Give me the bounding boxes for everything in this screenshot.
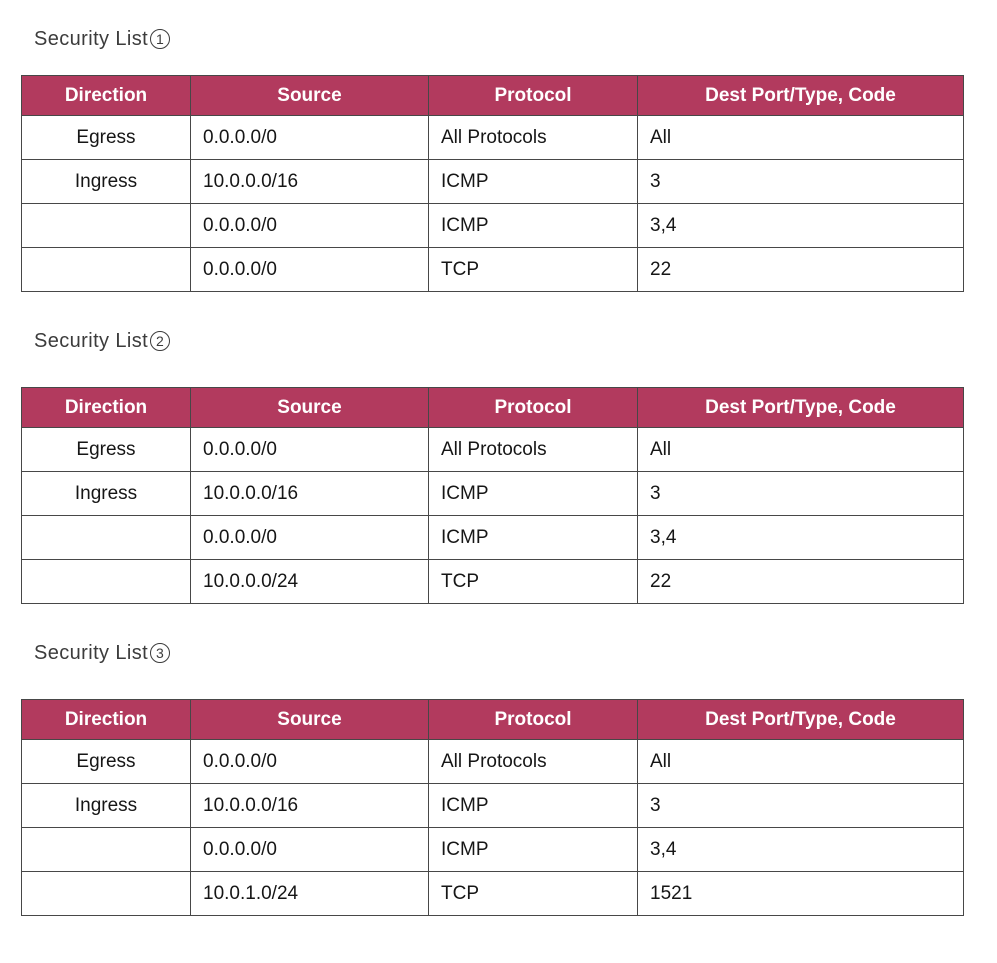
cell-protocol: TCP — [428, 247, 638, 292]
cell-direction: Egress — [21, 739, 191, 784]
header-row: Direction Source Protocol Dest Port/Type, C… — [21, 699, 964, 740]
cell-direction — [21, 827, 191, 872]
table-title: Security List 2 — [34, 328, 997, 354]
cell-dest: 22 — [637, 247, 964, 292]
header-cell-direction: Direction — [21, 699, 191, 740]
table-row: Egress 0.0.0.0/0 All Protocols All — [21, 739, 964, 784]
cell-direction — [21, 559, 191, 604]
table-row: 0.0.0.0/0 ICMP 3,4 — [21, 515, 964, 560]
document-page: Security List 1 Direction Source Protocol Des… — [21, 26, 997, 916]
table-row: Ingress 10.0.0.0/16 ICMP 3 — [21, 783, 964, 828]
cell-source: 10.0.0.0/24 — [190, 559, 429, 604]
circled-number: 3 — [150, 643, 171, 663]
table-title-text: Security List — [34, 642, 149, 664]
circled-number: 1 — [150, 29, 171, 49]
table-row: Ingress 10.0.0.0/16 ICMP 3 — [21, 471, 964, 516]
cell-protocol: All Protocols — [428, 115, 638, 160]
security-list-table-3: Direction Source Protocol Dest Port/Type, C… — [21, 699, 964, 916]
cell-source: 0.0.0.0/0 — [190, 247, 429, 292]
table-row: 10.0.1.0/24 TCP 1521 — [21, 871, 964, 916]
cell-protocol: All Protocols — [428, 739, 638, 784]
header-cell-source: Source — [190, 699, 429, 740]
cell-direction: Ingress — [21, 471, 191, 516]
security-list-section-1: Security List 1 Direction Source Protocol Des… — [21, 26, 997, 292]
header-cell-dest: Dest Port/Type, Code — [637, 387, 964, 428]
cell-source: 10.0.0.0/16 — [190, 783, 429, 828]
table-title-text: Security List — [34, 28, 149, 50]
cell-protocol: TCP — [428, 871, 638, 916]
cell-dest: All — [637, 115, 964, 160]
cell-direction: Egress — [21, 115, 191, 160]
table-row: Egress 0.0.0.0/0 All Protocols All — [21, 427, 964, 472]
cell-dest: 3 — [637, 783, 964, 828]
cell-dest: 22 — [637, 559, 964, 604]
table-row: 0.0.0.0/0 TCP 22 — [21, 247, 964, 292]
table-row: 0.0.0.0/0 ICMP 3,4 — [21, 203, 964, 248]
cell-protocol: ICMP — [428, 203, 638, 248]
header-cell-direction: Direction — [21, 75, 191, 116]
cell-dest: 3,4 — [637, 515, 964, 560]
cell-direction: Egress — [21, 427, 191, 472]
security-list-table-1: Direction Source Protocol Dest Port/Type, C… — [21, 75, 964, 292]
cell-protocol: ICMP — [428, 471, 638, 516]
cell-source: 10.0.0.0/16 — [190, 159, 429, 204]
table-row: Ingress 10.0.0.0/16 ICMP 3 — [21, 159, 964, 204]
table-row: Egress 0.0.0.0/0 All Protocols All — [21, 115, 964, 160]
cell-source: 0.0.0.0/0 — [190, 115, 429, 160]
security-list-section-2: Security List 2 Direction Source Protocol Des… — [21, 328, 997, 604]
cell-dest: 3,4 — [637, 827, 964, 872]
header-cell-direction: Direction — [21, 387, 191, 428]
header-row: Direction Source Protocol Dest Port/Type, C… — [21, 387, 964, 428]
header-cell-source: Source — [190, 75, 429, 116]
table-row: 10.0.0.0/24 TCP 22 — [21, 559, 964, 604]
header-row: Direction Source Protocol Dest Port/Type, C… — [21, 75, 964, 116]
header-cell-dest: Dest Port/Type, Code — [637, 75, 964, 116]
cell-source: 0.0.0.0/0 — [190, 427, 429, 472]
cell-direction — [21, 247, 191, 292]
table-row: 0.0.0.0/0 ICMP 3,4 — [21, 827, 964, 872]
header-cell-protocol: Protocol — [428, 387, 638, 428]
cell-protocol: TCP — [428, 559, 638, 604]
cell-protocol: ICMP — [428, 515, 638, 560]
cell-dest: 1521 — [637, 871, 964, 916]
cell-source: 0.0.0.0/0 — [190, 739, 429, 784]
cell-dest: 3,4 — [637, 203, 964, 248]
cell-source: 0.0.0.0/0 — [190, 515, 429, 560]
cell-source: 10.0.0.0/16 — [190, 471, 429, 516]
table-title: Security List 1 — [34, 26, 997, 52]
cell-source: 0.0.0.0/0 — [190, 203, 429, 248]
cell-direction: Ingress — [21, 783, 191, 828]
cell-direction — [21, 871, 191, 916]
cell-dest: All — [637, 427, 964, 472]
header-cell-dest: Dest Port/Type, Code — [637, 699, 964, 740]
cell-protocol: ICMP — [428, 159, 638, 204]
header-cell-source: Source — [190, 387, 429, 428]
cell-direction: Ingress — [21, 159, 191, 204]
cell-dest: 3 — [637, 159, 964, 204]
cell-protocol: ICMP — [428, 827, 638, 872]
cell-source: 10.0.1.0/24 — [190, 871, 429, 916]
cell-direction — [21, 203, 191, 248]
cell-source: 0.0.0.0/0 — [190, 827, 429, 872]
security-list-table-2: Direction Source Protocol Dest Port/Type, C… — [21, 387, 964, 604]
security-list-section-3: Security List 3 Direction Source Protocol Des… — [21, 640, 997, 916]
cell-direction — [21, 515, 191, 560]
header-cell-protocol: Protocol — [428, 75, 638, 116]
cell-protocol: ICMP — [428, 783, 638, 828]
cell-dest: 3 — [637, 471, 964, 516]
table-title: Security List 3 — [34, 640, 997, 666]
circled-number: 2 — [150, 331, 171, 351]
table-title-text: Security List — [34, 330, 149, 352]
header-cell-protocol: Protocol — [428, 699, 638, 740]
cell-dest: All — [637, 739, 964, 784]
cell-protocol: All Protocols — [428, 427, 638, 472]
